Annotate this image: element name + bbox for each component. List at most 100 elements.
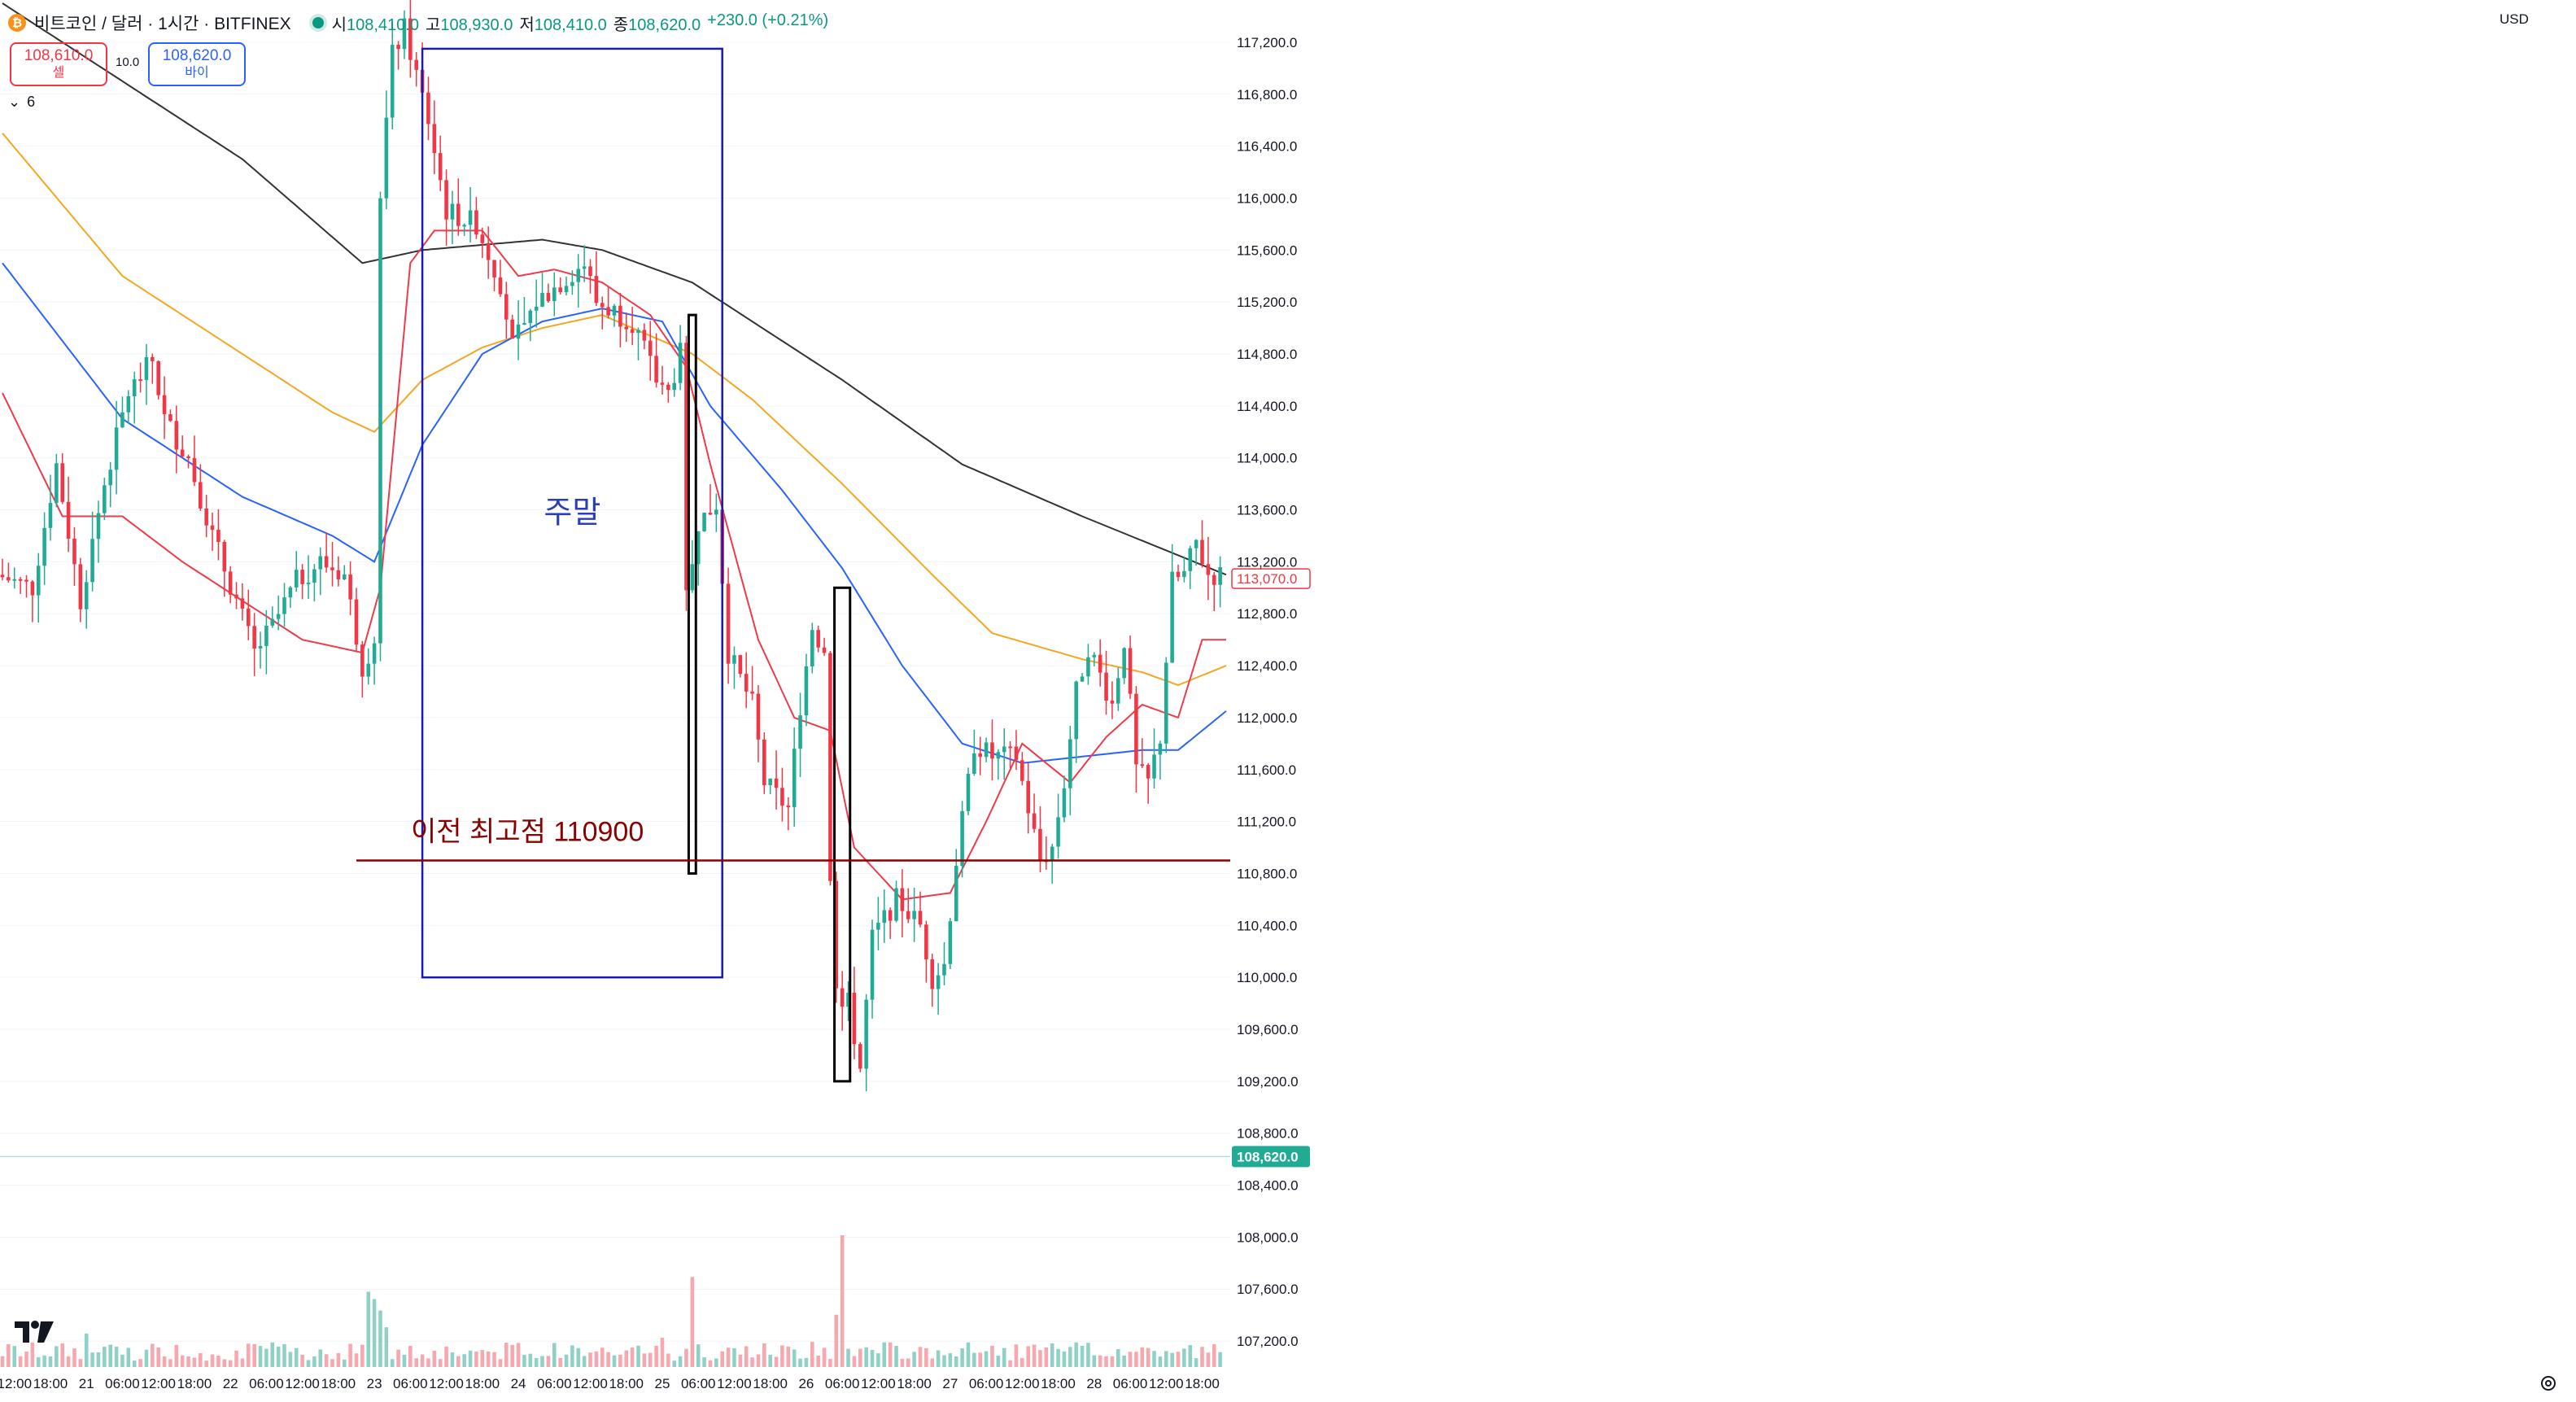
candle-body [1170,571,1174,663]
symbol-title[interactable]: 비트코인 / 달러 · 1시간 · BITFINEX [34,15,291,33]
volume-bar [984,1351,989,1367]
candle-body [552,287,557,302]
buy-button[interactable]: 108,620.0 바이 [148,42,246,86]
candle-body [618,305,622,327]
volume-bar [1194,1358,1198,1367]
candle-body [750,691,754,694]
volume-bar [1182,1348,1186,1367]
sell-button[interactable]: 108,610.0 셀 [10,42,107,86]
candle-body [216,530,220,543]
candle-body [846,993,850,1007]
volume-bar [138,1359,142,1367]
volume-bar [1086,1343,1090,1367]
sell-price: 108,610.0 [24,47,94,64]
candle-body [162,395,167,415]
price-tick-label: 116,800.0 [1237,87,1297,103]
time-tick-label: 12:00 [0,1376,32,1391]
candle-body [1218,567,1222,585]
candle-body [306,583,311,585]
time-tick-label: 12:00 [1005,1376,1040,1391]
gear-icon[interactable] [2539,1374,2558,1393]
candle-body [90,539,94,583]
volume-bar [516,1343,521,1367]
price-tick-label: 112,000.0 [1237,710,1297,726]
volume-bar [1128,1352,1133,1367]
volume-bar [594,1351,599,1367]
volume-bar [1170,1352,1174,1367]
candle-body [606,307,610,316]
candle-body [1026,780,1030,814]
indicator-count: 6 [27,94,36,110]
price-tick-label: 109,200.0 [1237,1074,1299,1090]
time-tick-label: 18:00 [465,1376,500,1391]
volume-bar [1038,1350,1042,1367]
candle-body [540,292,544,307]
time-tick-label: 18:00 [177,1376,212,1391]
volume-bar [564,1354,569,1367]
time-tick-label: 12:00 [717,1376,752,1391]
volume-bar [186,1356,190,1367]
candle-body [954,866,958,922]
candle-body [1188,548,1193,571]
currency-selector[interactable]: USD [2500,11,2529,27]
volume-bar [151,1343,155,1367]
volume-bar [924,1347,928,1367]
volume-bar [1068,1347,1072,1367]
volume-bar [990,1345,994,1367]
volume-bar [360,1344,365,1367]
volume-bar [432,1351,437,1367]
candle-body [1122,648,1126,679]
price-tick-label: 111,600.0 [1237,762,1296,778]
volume-bar [744,1346,749,1367]
volume-bar [972,1352,976,1367]
candle-body [594,276,599,304]
volume-bar [816,1355,820,1367]
candle-body [738,655,743,675]
candle-body [456,203,461,226]
candle-body [84,582,89,609]
candle-body [1014,746,1019,761]
candle-body [708,513,713,515]
candle-body [55,463,59,504]
candle-body [168,414,172,421]
price-tick-label: 107,600.0 [1237,1282,1299,1297]
candle-body [972,753,976,774]
volume-bar [546,1356,551,1367]
change-value: +230.0 (+0.21%) [707,11,829,29]
time-tick-label: 18:00 [1185,1376,1220,1391]
indicators-toggle-button[interactable]: ⌄ 6 [8,94,35,111]
volume-bar [486,1351,491,1367]
volume-bar [1008,1360,1012,1367]
candle-body [66,501,71,539]
volume-bar [234,1350,238,1367]
price-tick-label: 112,400.0 [1237,658,1297,674]
candle-body [648,340,653,356]
volume-bar [354,1353,359,1367]
close-label: 종 [613,15,629,34]
candle-body [486,242,491,260]
highlight-box [833,586,852,1083]
price-tick-label: 116,000.0 [1237,190,1297,206]
volume-bar [642,1353,647,1367]
volume-bar [1080,1345,1085,1367]
volume-bar [294,1347,299,1367]
candle-body [990,742,994,759]
volume-bar [534,1357,539,1367]
price-tick-label: 116,400.0 [1237,139,1297,155]
time-tick-label: 06:00 [105,1376,140,1391]
candle-body [768,778,772,785]
candle-body [1146,764,1150,779]
candle-body [528,310,533,324]
candle-body [24,579,28,582]
ma_red-line [2,229,1226,901]
candle-body [702,513,706,532]
candle-body [30,581,35,596]
candle-body [234,594,238,599]
candle-body [912,911,916,919]
ma-price-tag [1231,568,1311,589]
candle-body [558,287,562,293]
volume-bar [312,1356,317,1367]
ma_black-line [2,2,1227,576]
